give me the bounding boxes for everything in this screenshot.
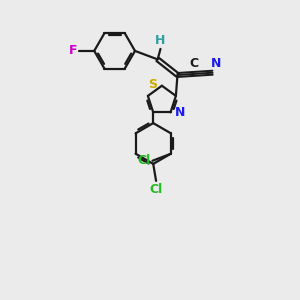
Text: N: N <box>211 57 221 70</box>
Text: Cl: Cl <box>138 154 151 167</box>
Text: N: N <box>175 106 185 119</box>
Text: Cl: Cl <box>149 183 163 196</box>
Text: H: H <box>155 34 166 47</box>
Text: F: F <box>69 44 77 57</box>
Text: S: S <box>148 78 157 91</box>
Text: C: C <box>189 57 198 70</box>
